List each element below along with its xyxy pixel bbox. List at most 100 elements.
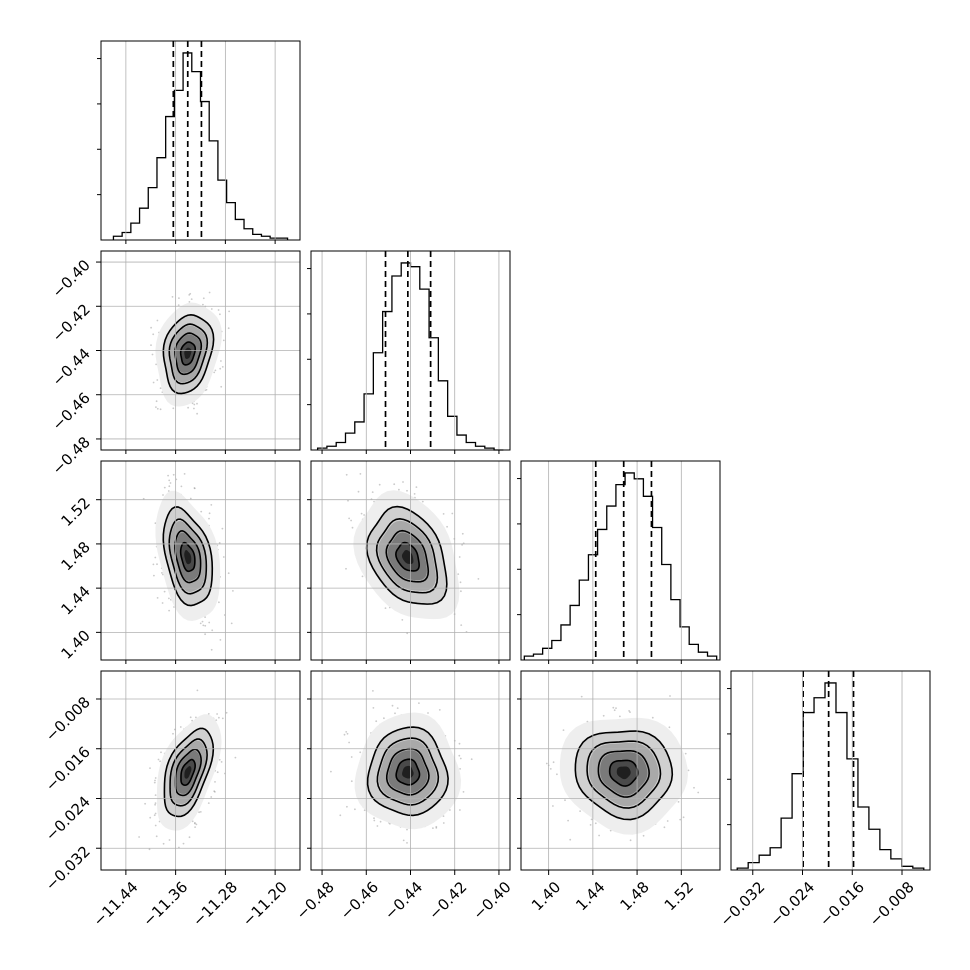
scatter-point [168,479,171,482]
scatter-panel-2-1 [345,473,480,635]
scatter-point [350,519,352,522]
scatter-point [345,731,348,733]
scatter-point [602,714,605,717]
scatter-point [346,805,348,808]
scatter-point [398,488,400,491]
histogram-panel-2 [517,461,718,660]
scatter-point [188,836,191,839]
scatter-point [442,513,445,515]
scatter-point [195,716,197,719]
scatter-point [375,720,378,723]
scatter-point [150,326,153,329]
scatter-point [208,517,210,520]
scatter-point [202,297,205,300]
scatter-point [580,695,583,698]
scatter-point [154,522,157,525]
scatter-point [188,301,191,303]
scatter-point [218,716,220,719]
scatter-point [406,632,409,635]
scatter-point [153,814,156,817]
scatter-point [155,835,158,838]
scatter-point [198,811,201,814]
scatter-point [195,823,198,826]
scatter-point [167,474,170,477]
scatter-point [216,771,219,774]
scatter-point [193,407,195,410]
scatter-point [347,499,349,502]
scatter-point [207,802,210,804]
contours-3-1 [366,726,449,817]
scatter-point [373,819,376,822]
scatter-point [415,486,418,488]
scatter-point [148,848,151,851]
scatter-point [210,796,213,798]
scatter-point [222,339,225,342]
scatter-point [458,742,461,745]
axes-frame-3-0 [100,670,301,871]
scatter-point [225,711,228,714]
scatter-point [435,827,438,829]
grid-lines-3-3 [752,671,903,870]
scatter-point [682,816,685,819]
scatter-point [214,791,216,793]
scatter-point [155,406,157,408]
scatter-point [182,842,185,845]
scatter-point [189,292,192,295]
contour-level-3 [366,726,449,817]
scatter-point [589,824,592,826]
contours-1-0 [162,313,215,395]
scatter-point [154,803,157,806]
scatter-point [200,510,203,513]
scatter-point [193,487,196,489]
scatter-point [384,607,387,609]
scatter-point [459,809,461,811]
scatter-point [432,827,434,829]
scatter-point [161,572,163,574]
scatter-point [172,407,175,410]
scatter-point [628,710,630,712]
scatter-point [161,602,164,604]
density-level-5 [184,766,192,779]
scatter-point [459,581,462,584]
density-level-5 [616,766,631,780]
scatter-point [389,822,391,825]
scatter-point [204,633,207,636]
scatter-point [438,709,441,711]
scatter-point [567,819,569,822]
scatter-point [190,298,193,300]
scatter-point [421,500,424,503]
scatter-point [207,713,210,715]
scatter-point [188,294,191,296]
contour-level-2 [168,323,209,385]
scatter-point [159,760,162,763]
contour-level-3 [162,506,214,607]
grid-lines-1-1 [321,251,500,450]
scatter-point [152,563,155,566]
scatter-point [183,473,186,475]
scatter-point [157,758,160,761]
scatter-point [162,842,165,845]
scatter-point [196,412,199,415]
scatter-point [163,486,166,489]
scatter-point [191,719,194,722]
contour-level-2 [168,518,208,595]
scatter-point [359,751,362,754]
contour-level-3 [163,727,215,818]
scatter-point [156,407,159,410]
scatter-point [153,574,155,577]
scatter-point [598,834,600,837]
scatter-point [348,741,350,744]
scatter-point [477,578,480,580]
scatter-point [159,387,162,390]
scatter-point [151,353,154,356]
scatter-point [208,512,211,515]
scatter-point [552,805,554,807]
scatter-point [150,344,152,346]
scatter-point [330,770,332,773]
scatter-point [451,512,454,515]
scatter-point [359,473,362,475]
scatter-point [156,379,159,381]
scatter-point [562,729,565,731]
grid-lines-3-2 [521,671,720,870]
